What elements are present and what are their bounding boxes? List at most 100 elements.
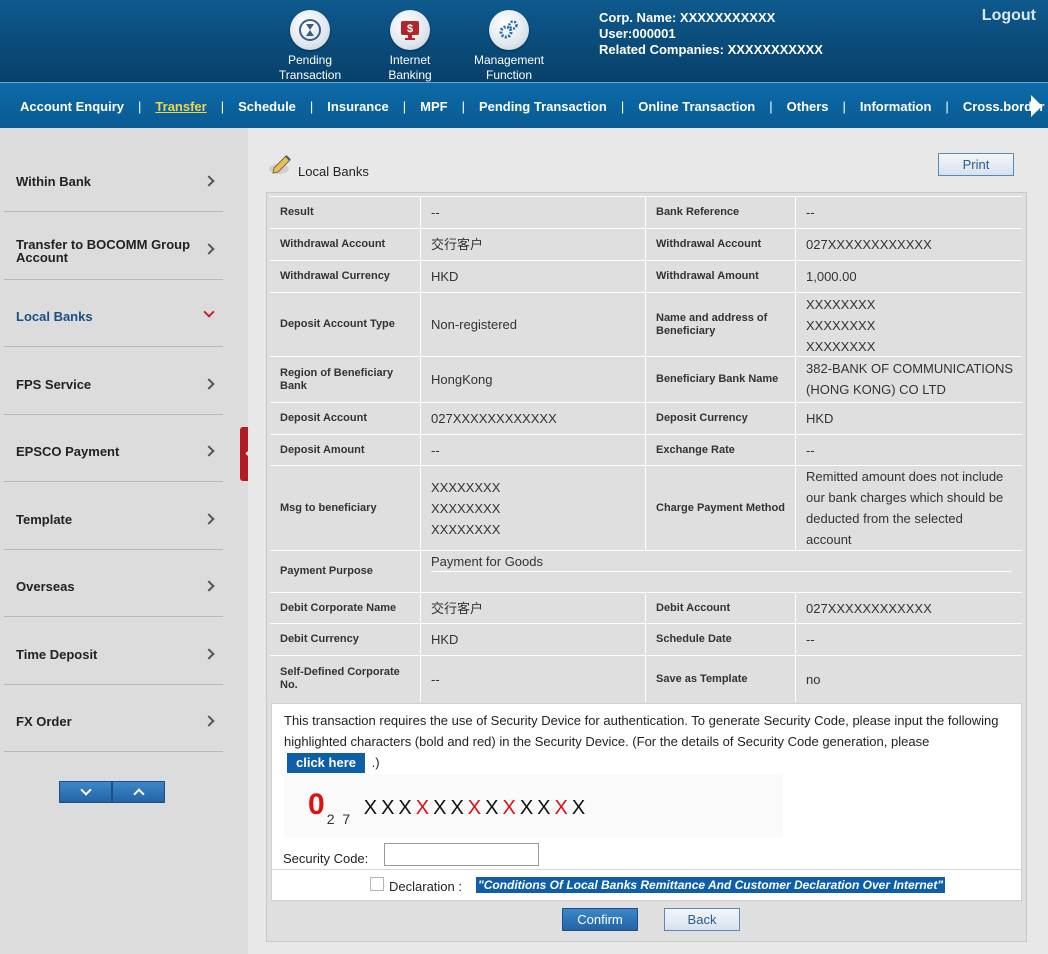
- field-value: HKD: [431, 269, 459, 284]
- logout-link[interactable]: Logout: [981, 7, 1036, 24]
- nav-item-transfer[interactable]: Transfer: [155, 98, 207, 114]
- click-here-link[interactable]: click here: [287, 753, 365, 773]
- challenge-sub-chars: 2 7: [326, 811, 353, 827]
- field-label: Debit Corporate Name: [280, 601, 397, 614]
- field-value: --: [431, 671, 440, 687]
- gears-icon: [489, 10, 529, 50]
- charge-line: deducted from the selected: [806, 511, 963, 526]
- back-button[interactable]: Back: [664, 908, 740, 931]
- declaration-link[interactable]: "Conditions Of Local Banks Remittance An…: [476, 877, 946, 893]
- pending-label-2: Transaction: [278, 68, 342, 82]
- sidebar-item-epsco-payment[interactable]: EPSCO Payment: [4, 415, 223, 482]
- print-button[interactable]: Print: [938, 153, 1014, 176]
- sidebar-item-fx-order[interactable]: FX Order: [4, 685, 223, 752]
- challenge-char: X: [398, 797, 414, 819]
- charge-line: account: [806, 532, 852, 547]
- nav-scroll-right-icon[interactable]: [1031, 95, 1042, 117]
- security-text: This transaction requires the use of Sec…: [284, 713, 999, 749]
- field-value: 027XXXXXXXXXXXX: [806, 600, 932, 616]
- declaration-label: Declaration :: [389, 879, 462, 894]
- sidebar-item-time-deposit[interactable]: Time Deposit: [4, 618, 223, 685]
- pending-transaction-shortcut[interactable]: Pending Transaction: [265, 10, 355, 82]
- security-code-label: Security Code:: [283, 851, 369, 866]
- declaration-checkbox[interactable]: [370, 877, 384, 891]
- nav-item-schedule[interactable]: Schedule: [238, 98, 296, 114]
- field-value: no: [806, 671, 821, 687]
- confirm-button[interactable]: Confirm: [562, 908, 638, 931]
- field-value: --: [431, 205, 440, 220]
- table-row: Self-Defined Corporate No. -- Save as Te…: [270, 655, 1022, 702]
- management-label-2: Function: [485, 68, 533, 82]
- nav-items: Account Enquiry | Transfer | Schedule | Insura…: [6, 83, 1048, 128]
- nav-item-online-transaction[interactable]: Online Transaction: [638, 98, 756, 114]
- security-code-input[interactable]: [384, 843, 539, 866]
- nav-item-pending-transaction[interactable]: Pending Transaction: [478, 98, 607, 114]
- chevron-right-icon: [203, 512, 215, 525]
- chevron-right-icon: [203, 445, 215, 457]
- challenge-char: X: [433, 797, 449, 819]
- table-row: Withdrawal Currency HKD Withdrawal Amoun…: [270, 260, 1022, 292]
- sidebar-item-overseas[interactable]: Overseas: [4, 550, 223, 617]
- table-row: Deposit Account 027XXXXXXXXXXXX Deposit …: [270, 402, 1022, 434]
- field-value: HKD: [806, 411, 834, 426]
- internet-banking-shortcut[interactable]: $ Internet Banking: [365, 10, 455, 81]
- sidebar-item-label: Transfer to BOCOMM Group Account: [16, 236, 191, 265]
- table-row: Result -- Bank Reference --: [270, 196, 1022, 228]
- nav-separator: |: [461, 98, 465, 114]
- sidebar-item-label: Time Deposit: [16, 646, 98, 662]
- sidebar-item-label: FPS Service: [16, 376, 92, 392]
- field-value: HongKong: [431, 372, 493, 387]
- nav-item-account-enquiry[interactable]: Account Enquiry: [20, 98, 125, 114]
- message-line: XXXXXXXX: [431, 480, 501, 495]
- sidebar-item-transfer-to-bocomm-group-account[interactable]: Transfer to BOCOMM Group Account: [4, 213, 223, 280]
- nav-item-information[interactable]: Information: [859, 98, 932, 114]
- nav-separator: |: [220, 98, 225, 114]
- beneficiary-line: XXXXXXXX: [806, 297, 876, 312]
- challenge-big-char: 0: [308, 788, 325, 821]
- nav-item-cross-border-acc[interactable]: Cross.border Acc: [962, 98, 1048, 114]
- table-row: Region of Beneficiary Bank HongKong Bene…: [270, 356, 1022, 402]
- field-value: 027XXXXXXXXXXXX: [431, 411, 557, 426]
- field-value: 交行客户: [431, 237, 484, 252]
- pencil-icon: [268, 152, 294, 181]
- scroll-up-button[interactable]: [112, 781, 165, 803]
- nav-item-mpf[interactable]: MPF: [420, 98, 448, 114]
- declaration-row: Declaration : "Conditions Of Local Banks…: [272, 869, 1021, 900]
- table-row: Payment Purpose Payment for Goods: [270, 550, 1022, 592]
- challenge-char: X: [467, 797, 484, 819]
- field-label: Withdrawal Account: [656, 238, 762, 250]
- scroll-down-button[interactable]: [59, 781, 112, 803]
- challenge-char: X: [415, 797, 432, 819]
- challenge-char: X: [537, 797, 553, 819]
- beneficiary-line: XXXXXXXX: [806, 318, 876, 333]
- chevron-down-icon: [203, 306, 215, 318]
- corp-info: Corp. Name: XXXXXXXXXXX User:000001 Rela…: [599, 10, 823, 58]
- message-line: XXXXXXXX: [431, 522, 501, 537]
- sidebar-item-label: EPSCO Payment: [16, 444, 120, 459]
- field-label: Self-Defined Corporate No.: [280, 666, 400, 691]
- chevron-down-icon: [79, 784, 92, 796]
- sidebar-item-label: Within Bank: [16, 174, 91, 189]
- sidebar-item-local-banks[interactable]: Local Banks: [4, 280, 223, 347]
- challenge-char: X: [381, 797, 397, 819]
- monitor-dollar-icon: $: [390, 10, 430, 50]
- field-label: Beneficiary Bank Name: [656, 373, 779, 385]
- sidebar-item-within-bank[interactable]: Within Bank: [4, 145, 223, 212]
- field-label: Charge Payment Method: [656, 501, 785, 514]
- field-value: HKD: [431, 632, 459, 647]
- nav-separator: |: [309, 98, 314, 114]
- sidebar-item-template[interactable]: Template: [4, 483, 223, 550]
- nav-item-others[interactable]: Others: [786, 98, 829, 114]
- field-value: --: [806, 205, 815, 220]
- field-label: Schedule Date: [656, 633, 732, 645]
- field-value: 1,000.00: [806, 269, 857, 284]
- bank-name-line: (HONG KONG) CO LTD: [806, 382, 946, 397]
- corp-name: Corp. Name: XXXXXXXXXXX: [599, 10, 776, 25]
- sidebar-item-label: FX Order: [16, 714, 72, 729]
- field-value: --: [431, 442, 440, 458]
- sidebar-item-fps-service[interactable]: FPS Service: [4, 348, 223, 415]
- management-function-shortcut[interactable]: Management Function: [464, 10, 554, 82]
- nav-item-insurance[interactable]: Insurance: [327, 98, 389, 114]
- field-label: Msg to beneficiary: [280, 501, 377, 514]
